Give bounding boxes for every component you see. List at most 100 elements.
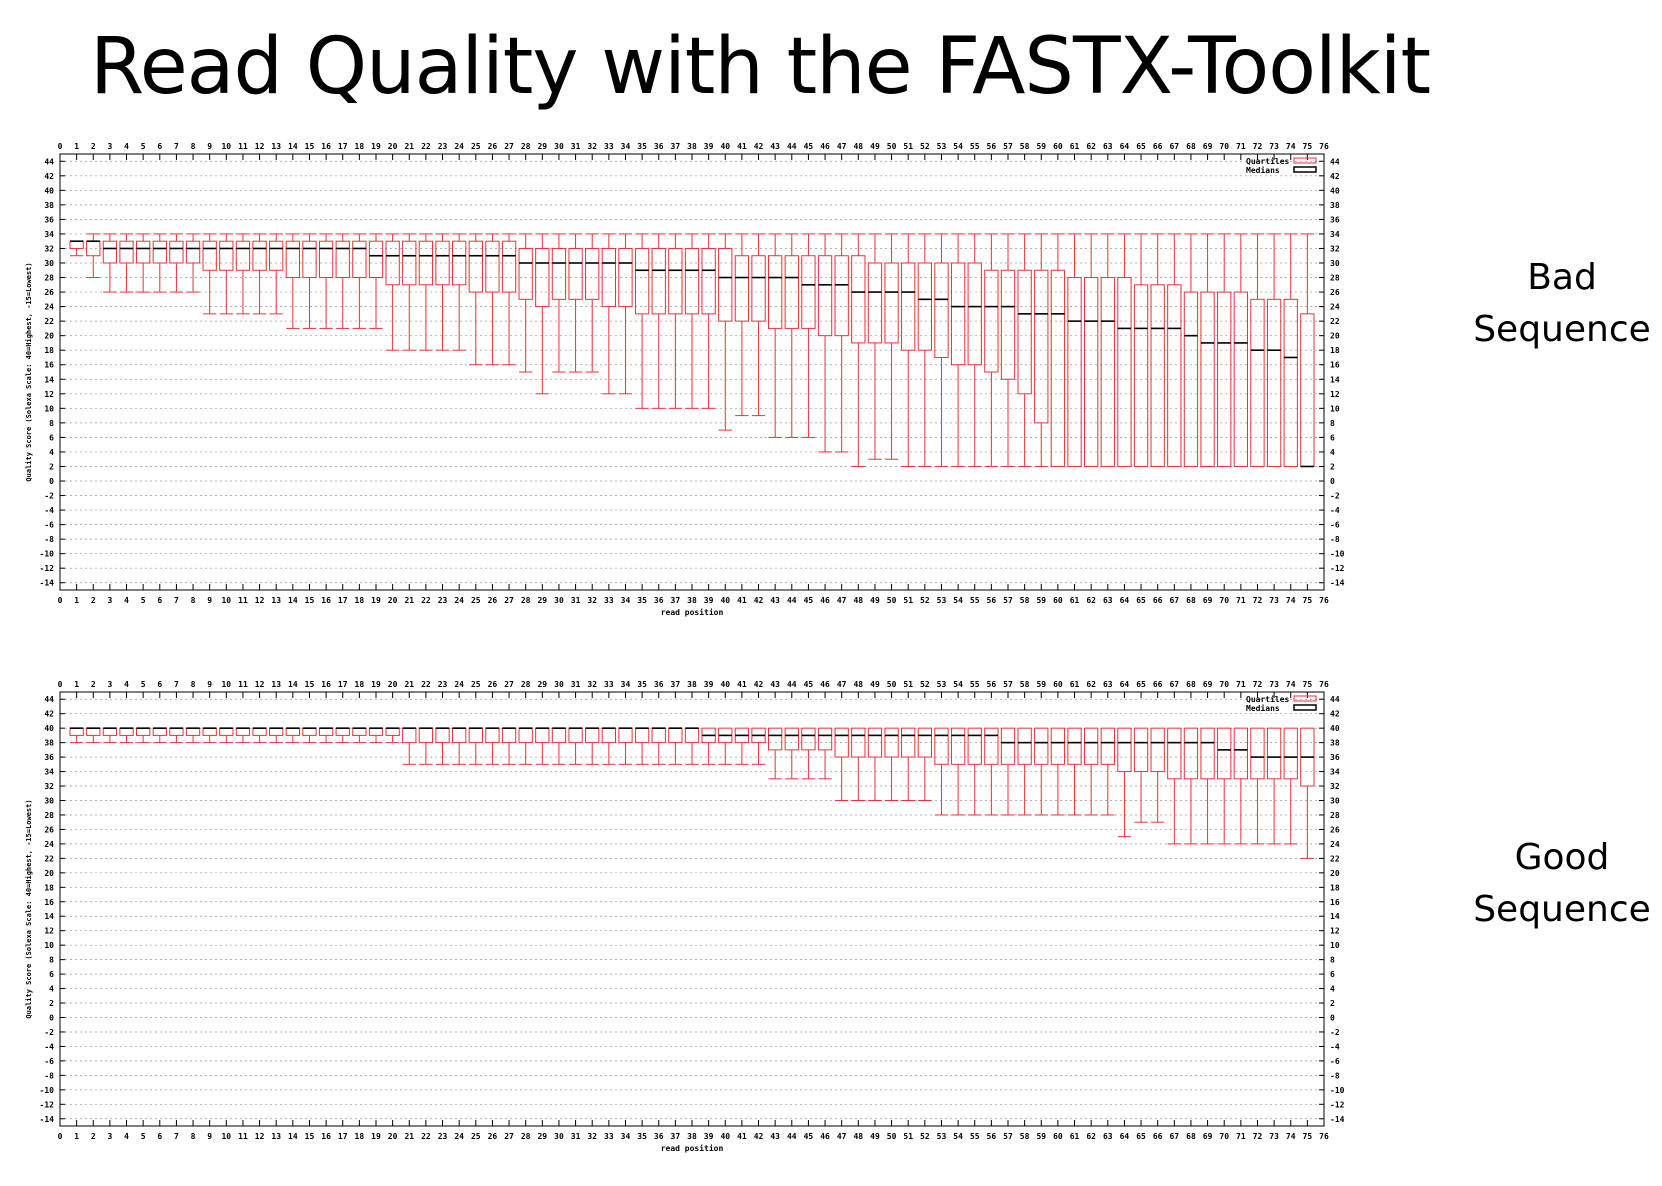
box-position-8: [185, 233, 201, 293]
x-tick-label-top: 44: [787, 142, 797, 151]
y-tick-label: 42: [44, 710, 54, 719]
x-tick-label: 51: [903, 596, 913, 605]
x-tick-label-top: 17: [338, 142, 348, 151]
x-tick-label-top: 9: [207, 680, 212, 689]
x-tick-label: 20: [388, 1132, 398, 1141]
quartile-box: [1250, 727, 1265, 780]
x-tick-label: 47: [837, 1132, 847, 1141]
box-position-71: [1233, 233, 1248, 467]
x-tick-label-top: 13: [271, 680, 281, 689]
quartile-box: [368, 727, 384, 736]
box-position-71: [1233, 727, 1248, 845]
x-tick-label-top: 4: [124, 680, 129, 689]
box-position-11: [235, 727, 251, 744]
x-tick-label-top: 75: [1303, 680, 1313, 689]
y-tick-label-right: 26: [1330, 825, 1340, 834]
quartile-box: [119, 727, 134, 736]
y-tick-label: 6: [49, 433, 54, 442]
x-tick-label-top: 63: [1103, 680, 1113, 689]
x-tick-label: 74: [1286, 596, 1296, 605]
x-tick-label-top: 20: [388, 680, 398, 689]
box-position-14: [285, 727, 300, 744]
x-tick-label: 0: [58, 1132, 63, 1141]
x-tick-label-top: 53: [937, 680, 947, 689]
x-tick-label: 16: [321, 596, 331, 605]
y-tick-label: 44: [44, 157, 54, 166]
x-tick-label-top: 71: [1236, 680, 1246, 689]
box-position-46: [817, 233, 833, 453]
x-tick-label-top: 12: [255, 680, 265, 689]
x-tick-label-top: 64: [1120, 142, 1130, 151]
x-tick-label: 31: [571, 1132, 581, 1141]
x-tick-label-top: 43: [770, 142, 780, 151]
x-tick-label: 42: [754, 1132, 764, 1141]
legend-label-quartiles: Quartiles: [1246, 156, 1290, 166]
quartile-box: [335, 727, 350, 736]
quartile-box: [136, 727, 151, 736]
box-position-9: [202, 233, 217, 315]
x-tick-label: 62: [1086, 596, 1096, 605]
quartile-box: [1133, 727, 1149, 773]
box-position-40: [718, 727, 733, 765]
quartile-box: [801, 727, 816, 751]
box-position-9: [202, 727, 217, 744]
y-tick-label: 8: [49, 956, 54, 965]
box-position-60: [1050, 233, 1066, 467]
x-tick-label: 61: [1070, 1132, 1080, 1141]
quartile-box: [235, 240, 251, 271]
box-position-40: [718, 233, 733, 431]
quartile-box: [86, 727, 101, 736]
x-tick-label: 51: [903, 1132, 913, 1141]
x-tick-label-top: 56: [987, 680, 997, 689]
quartile-box: [950, 727, 966, 765]
good-sequence-chart-svg: -14 -14-12 -12-10 -10-8 -8-6 -6-4 -4-2 -20 02 24 4…: [25, 680, 1345, 1153]
y-tick-label-right: -6: [1330, 1057, 1340, 1066]
box-position-37: [668, 233, 683, 409]
x-tick-label: 52: [920, 1132, 930, 1141]
x-tick-label: 34: [621, 596, 631, 605]
quartile-box: [136, 240, 151, 264]
x-tick-label-top: 6: [157, 142, 162, 151]
quartile-box: [568, 247, 583, 300]
quartile-box: [1250, 298, 1265, 467]
x-tick-label: 21: [404, 596, 414, 605]
x-tick-label-top: 29: [537, 680, 547, 689]
quartile-box: [352, 240, 367, 279]
legend-swatch-medians: [1293, 166, 1317, 173]
x-tick-label: 64: [1120, 596, 1130, 605]
x-tick-label-top: 28: [521, 142, 531, 151]
x-tick-label: 62: [1086, 1132, 1096, 1141]
x-tick-label-top: 73: [1269, 142, 1279, 151]
x-tick-label-top: 70: [1219, 680, 1229, 689]
box-position-37: [668, 727, 683, 765]
quartile-box: [1283, 727, 1298, 780]
x-tick-label: 2: [91, 596, 96, 605]
legend-label-medians: Medians: [1246, 703, 1280, 713]
quartile-box: [535, 727, 550, 744]
box-position-15: [302, 233, 317, 329]
x-tick-label-top: 73: [1269, 680, 1279, 689]
box-position-75: [1300, 727, 1315, 859]
box-position-25: [468, 233, 483, 366]
x-tick-label-top: 35: [637, 142, 647, 151]
y-tick-label: -14: [40, 1115, 55, 1124]
y-tick-label: 24: [44, 840, 54, 849]
box-position-8: [185, 727, 201, 744]
y-tick-label: 30: [44, 797, 54, 806]
x-tick-label: 45: [804, 1132, 814, 1141]
y-tick-label-right: -8: [1330, 535, 1340, 544]
y-tick-label: 14: [44, 375, 54, 384]
box-position-21: [402, 233, 417, 351]
y-tick-label-right: 8: [1330, 419, 1335, 428]
y-tick-label: 16: [44, 898, 54, 907]
quartile-box: [252, 240, 267, 271]
x-tick-label: 61: [1070, 596, 1080, 605]
box-position-4: [119, 727, 134, 744]
x-tick-label: 54: [953, 1132, 963, 1141]
x-tick-label-top: 26: [488, 142, 498, 151]
x-tick-label: 68: [1186, 1132, 1196, 1141]
x-tick-label: 76: [1319, 1132, 1329, 1141]
quartile-box: [119, 240, 134, 264]
quartile-box: [335, 240, 350, 279]
x-tick-label: 75: [1303, 1132, 1313, 1141]
